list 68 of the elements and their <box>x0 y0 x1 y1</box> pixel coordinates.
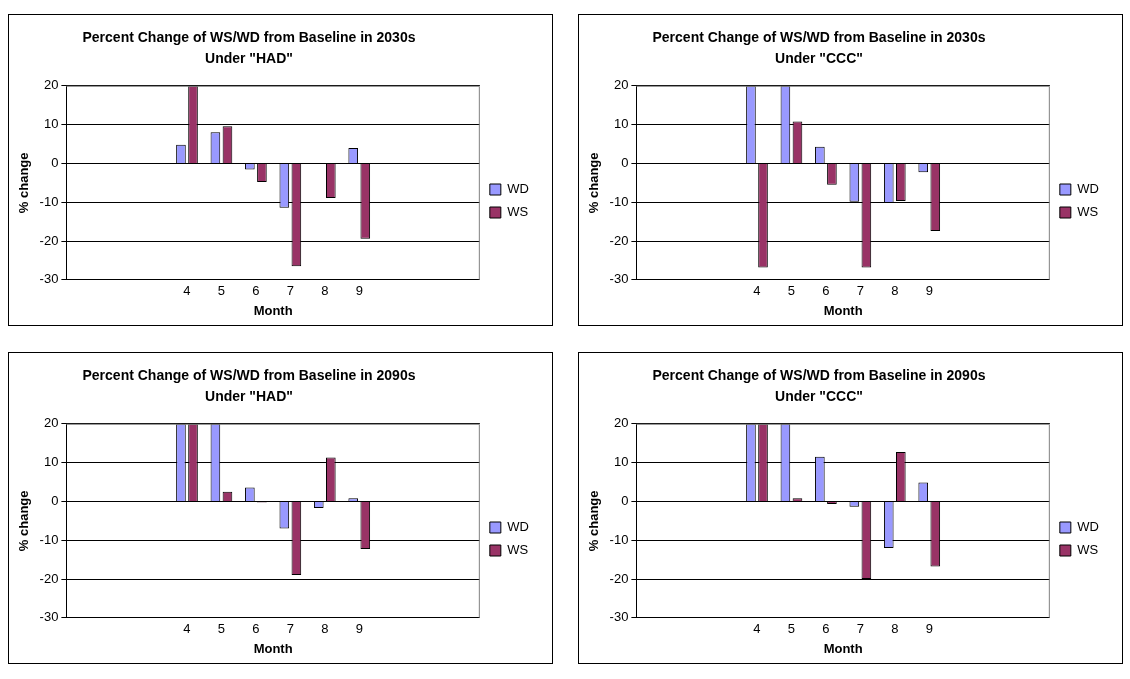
y-tick-label: -10 <box>39 193 59 209</box>
x-tick-label: 7 <box>286 621 294 637</box>
x-tick-label: 5 <box>787 283 796 299</box>
y-tick-label: 0 <box>51 154 59 170</box>
y-tick-label: -20 <box>39 232 59 248</box>
x-tick-label: 4 <box>753 283 761 299</box>
legend-label: WD <box>507 181 530 197</box>
y-tick-label: -20 <box>609 232 629 248</box>
x-tick-label: 8 <box>891 621 899 637</box>
x-tick-label: 6 <box>252 621 260 637</box>
legend-label: WS <box>1077 204 1099 220</box>
legend-label: WD <box>1077 519 1100 535</box>
chart-title: Percent Change of WS/WD from Baseline in 2090s Under "HAD" <box>81 366 417 406</box>
x-tick-label: 7 <box>856 283 864 299</box>
y-tick-label: 20 <box>613 415 629 431</box>
x-tick-label: 8 <box>321 621 329 637</box>
y-tick-label: 10 <box>613 116 629 132</box>
y-tick-label: -20 <box>39 570 59 586</box>
y-axis-title: % change <box>586 490 602 552</box>
x-tick-label: 9 <box>925 283 933 299</box>
legend-label: WS <box>507 542 529 558</box>
x-axis-title: Month <box>823 302 863 318</box>
y-tick-label: -10 <box>609 531 629 547</box>
y-axis-title: % change <box>586 152 602 214</box>
y-tick-label: 0 <box>51 492 59 508</box>
x-axis-title: Month <box>253 640 293 656</box>
legend-label: WD <box>507 519 530 535</box>
chart-title: Percent Change of WS/WD from Baseline in 2030s Under "HAD" <box>81 28 417 68</box>
y-tick-label: -30 <box>39 609 59 625</box>
y-tick-label: 10 <box>43 116 59 132</box>
x-tick-label: 9 <box>925 621 933 637</box>
y-tick-label: -20 <box>609 570 629 586</box>
x-tick-label: 8 <box>891 283 899 299</box>
y-tick-label: -30 <box>39 271 59 287</box>
x-tick-label: 8 <box>321 283 329 299</box>
x-tick-label: 5 <box>217 621 226 637</box>
y-axis-title: % change <box>16 152 32 214</box>
x-axis-title: Month <box>253 302 293 318</box>
y-tick-label: 0 <box>621 492 629 508</box>
chart-title: Percent Change of WS/WD from Baseline in 2030s Under "CCC" <box>651 28 987 68</box>
y-tick-label: 10 <box>613 454 629 470</box>
x-tick-label: 5 <box>787 621 796 637</box>
x-tick-label: 6 <box>252 283 260 299</box>
x-tick-label: 9 <box>355 621 363 637</box>
x-tick-label: 4 <box>183 621 191 637</box>
legend-label: WD <box>1077 181 1100 197</box>
y-axis-title: % change <box>16 490 32 552</box>
y-tick-label: -30 <box>609 609 629 625</box>
y-tick-label: -30 <box>609 271 629 287</box>
x-axis-title: Month <box>823 640 863 656</box>
y-tick-label: 10 <box>43 454 59 470</box>
y-tick-label: -10 <box>39 531 59 547</box>
y-tick-label: 20 <box>613 77 629 93</box>
x-tick-label: 6 <box>822 621 830 637</box>
y-tick-label: 20 <box>43 415 59 431</box>
chart-title: Percent Change of WS/WD from Baseline in 2090s Under "CCC" <box>651 366 987 406</box>
y-tick-label: -10 <box>609 193 629 209</box>
x-tick-label: 6 <box>822 283 830 299</box>
x-tick-label: 7 <box>286 283 294 299</box>
x-tick-label: 7 <box>856 621 864 637</box>
legend-label: WS <box>1077 542 1099 558</box>
x-tick-label: 5 <box>217 283 226 299</box>
x-tick-label: 4 <box>183 283 191 299</box>
legend-label: WS <box>507 204 529 220</box>
x-tick-label: 4 <box>753 621 761 637</box>
y-tick-label: 0 <box>621 154 629 170</box>
y-tick-label: 20 <box>43 77 59 93</box>
x-tick-label: 9 <box>355 283 363 299</box>
